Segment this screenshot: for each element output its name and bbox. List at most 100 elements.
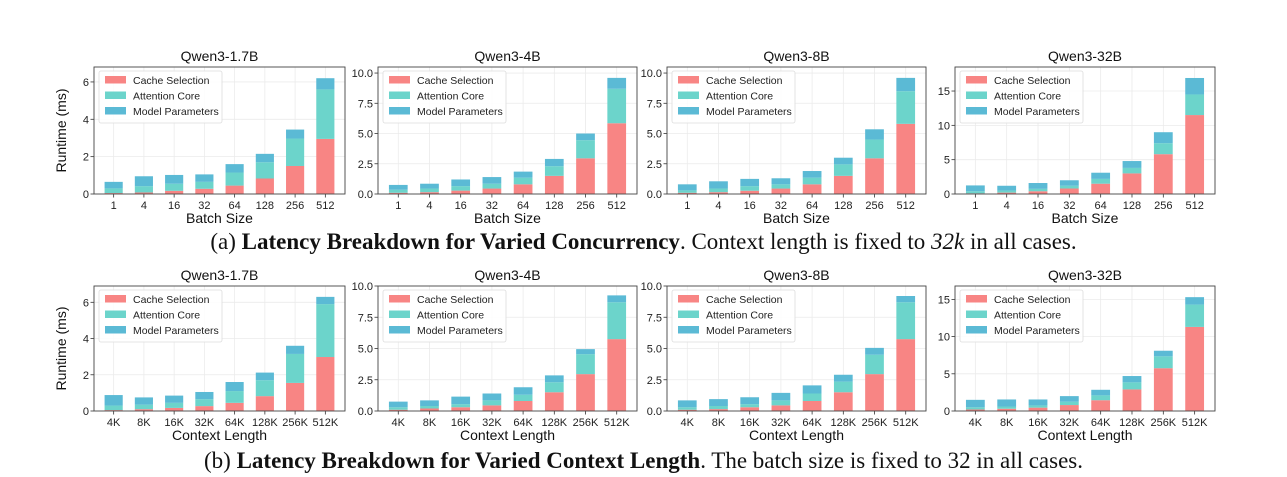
bar-attention (607, 88, 627, 124)
subplot-title: Qwen3-32B (1048, 48, 1122, 64)
x-tick-label: 64 (1095, 200, 1107, 212)
subplot-title: Qwen3-1.7B (181, 267, 259, 283)
bar-attention (771, 184, 791, 189)
y-tick-label: 0 (83, 406, 89, 418)
x-tick-label: 128K (830, 417, 856, 429)
y-tick-label: 6 (83, 297, 89, 309)
y-tick-label: 0 (944, 406, 950, 418)
y-tick-label: 10.0 (352, 68, 373, 80)
x-tick-label: 64 (806, 200, 818, 212)
bar-model (544, 158, 564, 167)
y-tick-label: 10.0 (352, 281, 373, 293)
x-axis-label: Batch Size (1052, 210, 1119, 226)
bar-cache (896, 123, 916, 194)
bar-attention (451, 186, 471, 191)
y-tick-label: 0.0 (647, 406, 662, 418)
bar-cache (134, 192, 153, 194)
bar-model (833, 374, 853, 382)
bar-model (865, 347, 884, 355)
bar-model (134, 397, 153, 405)
bar-model (165, 395, 184, 403)
bar-cache (513, 184, 533, 194)
bar-model (833, 157, 853, 165)
bar-cache (802, 401, 822, 411)
legend-label: Model Parameters (417, 106, 503, 118)
legend-label: Attention Core (994, 91, 1061, 103)
x-tick-label: 256K (1150, 417, 1176, 429)
y-tick-label: 15 (938, 294, 950, 306)
bar-model (1122, 161, 1142, 168)
bar-attention (255, 380, 274, 397)
bar-attention (607, 302, 627, 340)
subplot-title: Qwen3-1.7B (181, 48, 259, 64)
bar-model (286, 129, 305, 139)
x-tick-label: 16K (451, 417, 471, 429)
y-tick-label: 10 (938, 120, 950, 132)
legend-label: Model Parameters (994, 106, 1080, 118)
bar-cache (1028, 407, 1048, 411)
legend-label: Model Parameters (417, 325, 503, 337)
bar-cache (420, 192, 439, 194)
y-axis-label: Runtime (ms) (53, 306, 69, 390)
bar-attention (1028, 405, 1048, 408)
y-tick-label: 15 (938, 86, 950, 98)
x-tick-label: 64 (228, 200, 240, 212)
bar-cache (607, 123, 627, 194)
caption-a-suffix: in all cases. (964, 229, 1077, 254)
y-tick-label: 5 (944, 155, 950, 167)
bar-cache (1153, 154, 1173, 194)
bar-model (420, 183, 439, 189)
bar-model (607, 77, 627, 89)
x-tick-label: 512 (1185, 200, 1203, 212)
legend-label: Model Parameters (706, 325, 792, 337)
bar-model (709, 399, 728, 406)
legend-label: Attention Core (706, 91, 773, 103)
bar-model (195, 391, 214, 400)
y-tick-label: 5.0 (358, 129, 373, 141)
x-tick-label: 32K (482, 417, 502, 429)
x-tick-label: 32K (771, 417, 791, 429)
bar-cache (165, 407, 184, 411)
x-tick-label: 128 (1123, 200, 1141, 212)
bar-attention (134, 186, 153, 193)
legend-label: Cache Selection (706, 75, 783, 87)
bar-model (771, 178, 791, 185)
bar-cache (833, 175, 853, 194)
bar-attention (1122, 382, 1142, 390)
bar-cache (225, 402, 244, 411)
bar-cache (388, 192, 408, 194)
bar-cache (1153, 368, 1173, 411)
bar-attention (134, 404, 153, 410)
bar-cache (896, 339, 916, 411)
legend-label: Attention Core (417, 91, 484, 103)
legend-label: Attention Core (706, 310, 773, 322)
bar-model (576, 133, 595, 141)
bar-attention (709, 406, 728, 410)
bar-model (104, 395, 123, 406)
bar-model (1028, 399, 1048, 406)
legend-label: Cache Selection (994, 294, 1071, 306)
bar-cache (677, 192, 697, 194)
bar-cache (865, 374, 884, 411)
bar-attention (1185, 94, 1205, 116)
bar-cache (195, 188, 214, 194)
bar-cache (833, 392, 853, 411)
bar-model (997, 185, 1017, 191)
legend-label: Cache Selection (417, 75, 494, 87)
x-tick-label: 4 (426, 200, 432, 212)
bar-model (677, 400, 697, 408)
legend-label: Cache Selection (706, 294, 783, 306)
x-tick-label: 64K (225, 417, 245, 429)
legend-swatch-attention (966, 310, 987, 318)
legend: Cache Selection Attention Core Model Param… (98, 70, 223, 124)
subplot-2: 0.0 2.5 5.0 7.5 10.0 1 4 16 32 64 128 256 512 Qwen3-4… (352, 48, 638, 226)
bar-model (482, 393, 502, 401)
bar-attention (255, 162, 274, 179)
y-tick-label: 2 (83, 370, 89, 382)
caption-a-math: 32k (931, 229, 965, 254)
bar-attention (286, 353, 305, 383)
x-tick-label: 512 (316, 200, 334, 212)
bar-cache (576, 158, 595, 194)
bar-model (451, 179, 471, 187)
bar-model (1091, 389, 1111, 396)
